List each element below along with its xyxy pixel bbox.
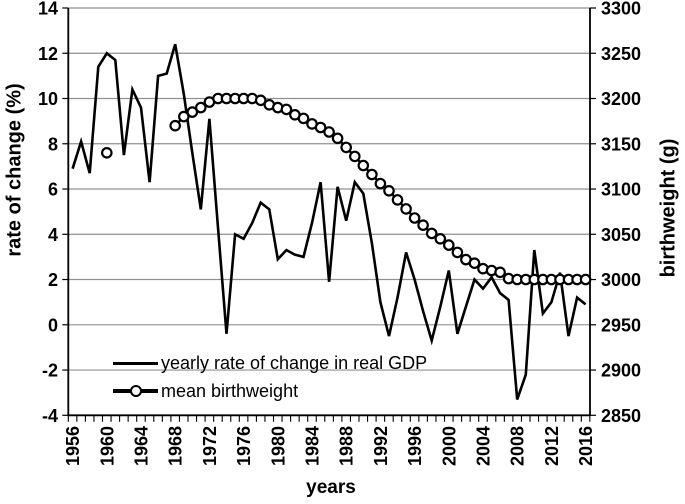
- birthweight-marker: [357, 159, 370, 172]
- svg-text:3050: 3050: [601, 225, 641, 245]
- gridlines: [68, 7, 590, 371]
- svg-text:-4: -4: [42, 406, 58, 426]
- x-axis-title: years: [306, 477, 356, 498]
- legend-label-gdp: yearly rate of change in real GDP: [161, 352, 428, 373]
- svg-text:1956: 1956: [63, 426, 83, 466]
- birthweight-line-swatch-icon: [113, 385, 158, 397]
- birthweight-marker: [425, 227, 438, 240]
- svg-text:2008: 2008: [508, 426, 528, 466]
- birthweight-marker: [400, 203, 412, 215]
- svg-text:1980: 1980: [268, 426, 288, 466]
- tick-marks: [62, 7, 596, 422]
- birthweight-marker: [383, 185, 395, 197]
- svg-text:2: 2: [48, 270, 58, 290]
- svg-text:3100: 3100: [601, 180, 641, 200]
- birthweight-marker: [579, 273, 592, 286]
- svg-text:1960: 1960: [97, 426, 117, 466]
- gdp-line-swatch-icon: [113, 361, 158, 365]
- y-axis-title-right: birthweight (g): [657, 138, 680, 278]
- svg-text:1996: 1996: [405, 426, 425, 466]
- birthweight-marker: [314, 121, 327, 134]
- y-axis-title-left: rate of change (%): [3, 83, 26, 257]
- chart-legend: yearly rate of change in real GDP mean b…: [113, 349, 427, 405]
- svg-text:2016: 2016: [576, 426, 596, 466]
- svg-text:2850: 2850: [601, 406, 641, 426]
- legend-label-birthweight: mean birthweight: [161, 380, 299, 401]
- birthweight-marker: [323, 126, 335, 138]
- svg-text:3200: 3200: [601, 89, 641, 109]
- birthweight-marker: [169, 119, 181, 132]
- right-tick-labels: 3300 3250 3200 3150 3100 3050 3000 2950 2900 2850: [601, 0, 641, 426]
- birthweight-marker: [366, 168, 378, 181]
- birthweight-marker: [195, 101, 207, 114]
- svg-text:1988: 1988: [337, 426, 357, 466]
- birthweight-marker: [374, 177, 387, 190]
- birthweight-marker: [254, 94, 267, 107]
- legend-item-birthweight: mean birthweight: [113, 377, 427, 405]
- svg-text:3250: 3250: [601, 44, 641, 64]
- birthweight-marker: [442, 239, 455, 251]
- birthweight-marker: [468, 257, 481, 269]
- svg-text:10: 10: [38, 89, 58, 109]
- left-tick-labels: 14 12 10 8 6 4 2 0 -2 -4: [38, 0, 58, 426]
- svg-text:2012: 2012: [542, 426, 562, 466]
- svg-text:2000: 2000: [439, 426, 459, 466]
- circle-marker-icon: [129, 385, 142, 397]
- svg-text:2004: 2004: [473, 426, 493, 466]
- gdp-line-series: [71, 43, 587, 400]
- svg-text:6: 6: [48, 180, 58, 200]
- svg-text:1992: 1992: [371, 426, 391, 466]
- svg-text:2950: 2950: [601, 315, 641, 335]
- svg-text:3150: 3150: [601, 134, 641, 154]
- birthweight-marker: [340, 141, 352, 154]
- birthweight-marker: [451, 246, 464, 259]
- svg-text:1984: 1984: [302, 426, 322, 466]
- svg-text:3300: 3300: [601, 0, 641, 19]
- svg-text:4: 4: [48, 225, 58, 245]
- birthweight-marker: [331, 132, 344, 145]
- svg-text:12: 12: [38, 44, 58, 64]
- svg-text:2900: 2900: [601, 361, 641, 381]
- birthweight-marker: [178, 110, 190, 123]
- svg-text:8: 8: [48, 134, 58, 154]
- svg-text:0: 0: [48, 315, 58, 335]
- birthweight-marker: [434, 233, 447, 245]
- x-tick-labels: 1956 1960 1964 1968 1972 1976 1980 1984 1988 1992…: [63, 426, 596, 466]
- birthweight-marker: [297, 112, 310, 125]
- birthweight-marker: [186, 106, 199, 118]
- svg-text:1972: 1972: [200, 426, 220, 466]
- svg-text:1968: 1968: [166, 426, 186, 466]
- birthweight-marker: [417, 219, 429, 231]
- birthweight-markers: [101, 92, 592, 286]
- birthweight-marker: [391, 194, 404, 206]
- birthweight-marker: [408, 212, 421, 224]
- legend-item-gdp: yearly rate of change in real GDP: [113, 349, 427, 377]
- birthweight-marker: [348, 150, 361, 163]
- birthweight-marker: [101, 147, 113, 159]
- axes: [67, 8, 591, 417]
- svg-text:1976: 1976: [234, 426, 254, 466]
- svg-text:-2: -2: [42, 361, 58, 381]
- birthweight-marker: [494, 266, 506, 279]
- birthweight-marker: [280, 103, 293, 116]
- svg-text:3000: 3000: [601, 270, 641, 290]
- svg-text:1964: 1964: [131, 426, 151, 466]
- svg-text:14: 14: [38, 0, 58, 19]
